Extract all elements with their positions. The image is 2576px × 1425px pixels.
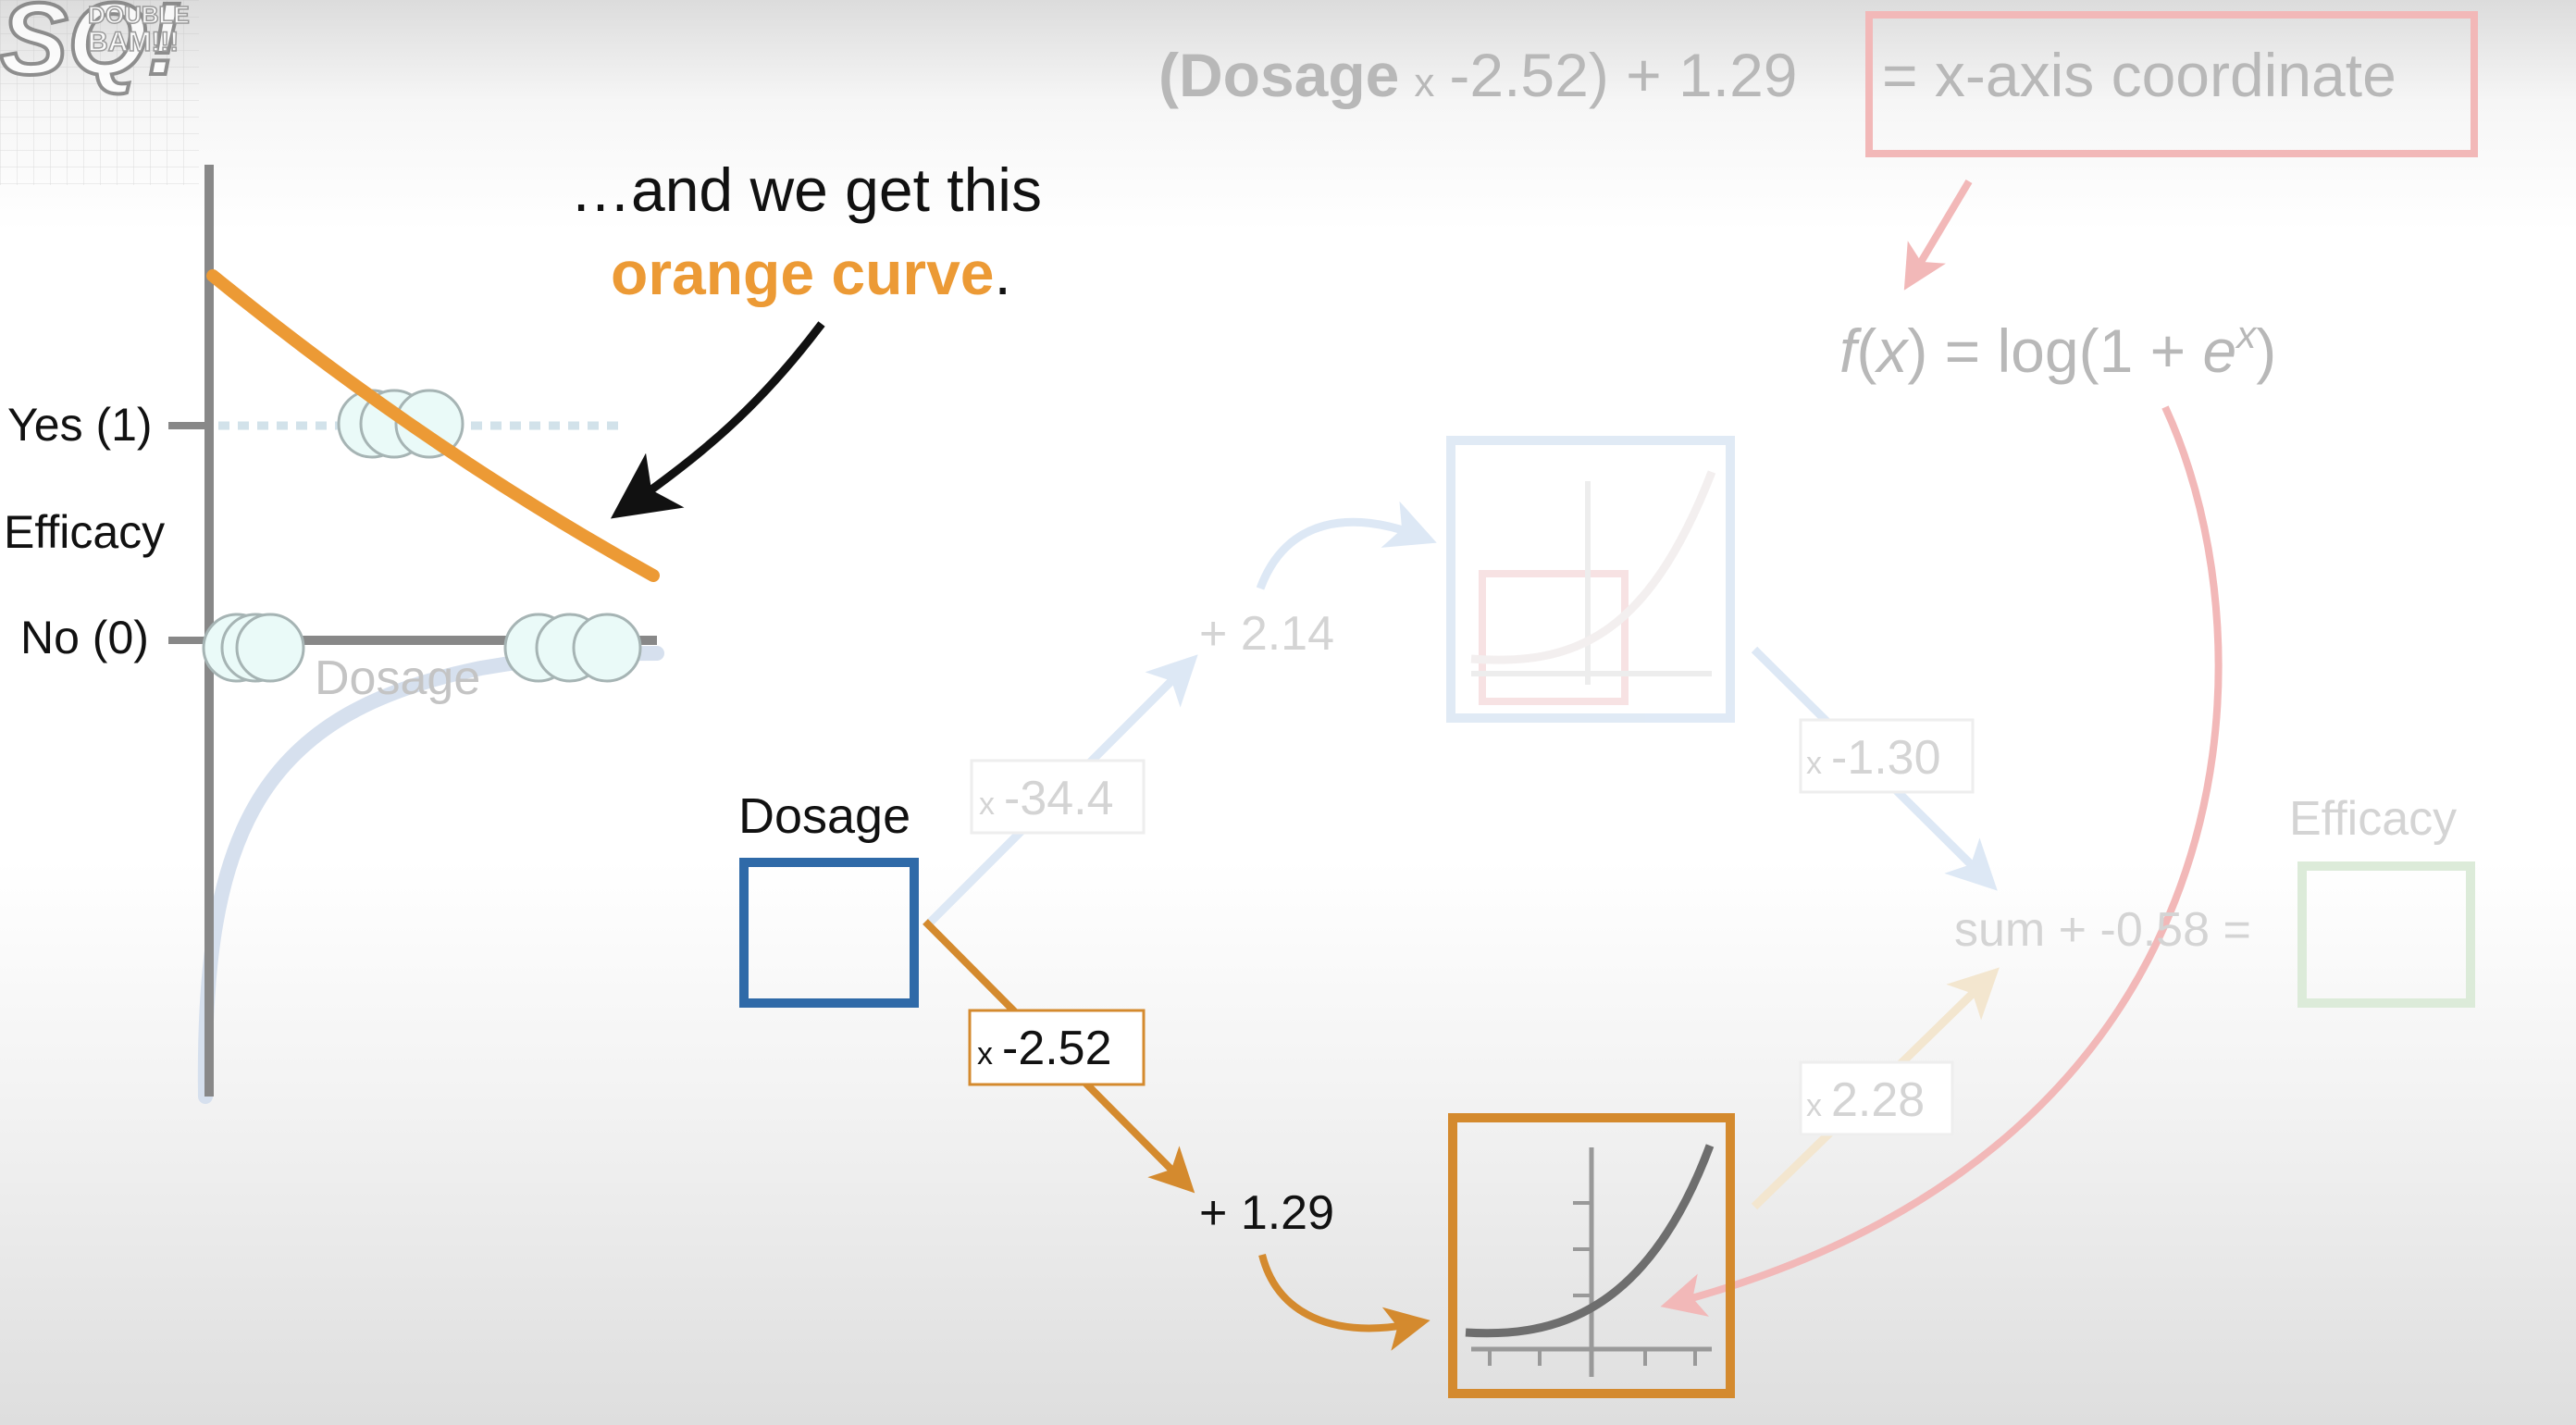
bottom-weight-value: -2.52	[1002, 1022, 1112, 1075]
softplus-e: e	[2203, 316, 2237, 385]
top-activation-node	[1446, 436, 1735, 723]
bottom-out-weight-box	[1799, 1060, 1954, 1136]
top-weight-x: x	[979, 787, 995, 822]
softplus-red-arrow	[1660, 405, 2223, 1317]
formula-arrow	[1903, 179, 1973, 291]
sum-text: sum + -0.58 =	[1954, 903, 2251, 957]
top-out-weight-box	[1799, 718, 1975, 794]
softplus-text: f(x) = log(1 + ex)	[1839, 313, 2276, 385]
bottom-weight-box	[968, 1009, 1146, 1086]
softplus-equation: f(x) = log(1 + ex)	[1660, 313, 2276, 1317]
softplus-exponent: x	[2235, 313, 2258, 356]
callout-period: .	[995, 239, 1011, 307]
input-node-box	[739, 858, 919, 1008]
bottom-bias-arrow	[1258, 1254, 1430, 1351]
top-bias-arrow	[1256, 501, 1437, 590]
orange-curve-label: orange curve	[611, 239, 995, 307]
bottom-weight-x: x	[977, 1036, 993, 1072]
x-axis-coordinate-box	[1865, 11, 2478, 157]
top-out-weight-x: x	[1806, 746, 1822, 781]
top-weight-label: x -34.4	[979, 772, 1114, 825]
formula-boxed-text: = x-axis coordinate	[1882, 41, 2396, 109]
logo-letters: SQ!	[0, 0, 181, 96]
y-axis-label: Efficacy	[4, 506, 165, 558]
data-point-no	[235, 613, 305, 683]
callout-line2: orange curve.	[611, 239, 1011, 307]
callout-arrow	[610, 321, 825, 519]
softplus-x: x	[1874, 316, 1909, 385]
top-out-weight-value: -1.30	[1831, 731, 1941, 785]
formula-times: x	[1414, 60, 1434, 105]
left-graph: Dosage Yes (1) Efficacy No (0)	[4, 165, 664, 1104]
top-bias-label: + 2.14	[1199, 607, 1334, 661]
top-weight-value: -34.4	[1004, 772, 1114, 825]
x-axis-label: Dosage	[315, 651, 480, 705]
softplus-open: (	[1856, 316, 1876, 385]
output-node-box	[2297, 861, 2475, 1008]
neural-network: Dosage x -34.4 + 2.14 x -1.30 x -2.52 + 1.2…	[738, 436, 2475, 1398]
statquest-logo: SQ! DOUBLE BAM!!!	[0, 0, 199, 185]
data-point-yes	[394, 389, 464, 459]
formula-dosage: (Dosage	[1158, 41, 1399, 109]
formula-rest: -2.52) + 1.29	[1449, 41, 1797, 109]
formula-text: (Dosage x -2.52) + 1.29	[1158, 41, 1797, 109]
bottom-bias-label: + 1.29	[1199, 1186, 1334, 1240]
bottom-out-weight-value: 2.28	[1831, 1073, 1925, 1127]
softplus-close: )	[2256, 316, 2276, 385]
bottom-activation-node	[1448, 1113, 1735, 1398]
bottom-out-weight-x: x	[1806, 1088, 1822, 1123]
formula: (Dosage x -2.52) + 1.29 = x-axis coordinat…	[1158, 11, 2478, 291]
no-label: No (0)	[20, 612, 149, 663]
logo-bam-text: BAM!!!	[88, 27, 179, 57]
input-label: Dosage	[738, 788, 910, 844]
output-label: Efficacy	[2289, 792, 2457, 846]
logo-double-text: DOUBLE	[88, 1, 190, 29]
faded-blue-curve	[197, 646, 664, 1104]
orange-curve	[206, 269, 660, 582]
callout: …and we get this orange curve.	[570, 155, 1042, 519]
bottom-weight-label: x -2.52	[977, 1022, 1112, 1075]
softplus-middle: ) = log(1 +	[1907, 316, 2202, 385]
bottom-out-weight-label: x 2.28	[1806, 1073, 1925, 1127]
callout-line1: …and we get this	[570, 155, 1042, 224]
top-weight-box	[970, 759, 1146, 835]
data-point-no	[572, 613, 642, 683]
top-out-weight-label: x -1.30	[1806, 731, 1941, 785]
yes-label: Yes (1)	[7, 399, 153, 451]
